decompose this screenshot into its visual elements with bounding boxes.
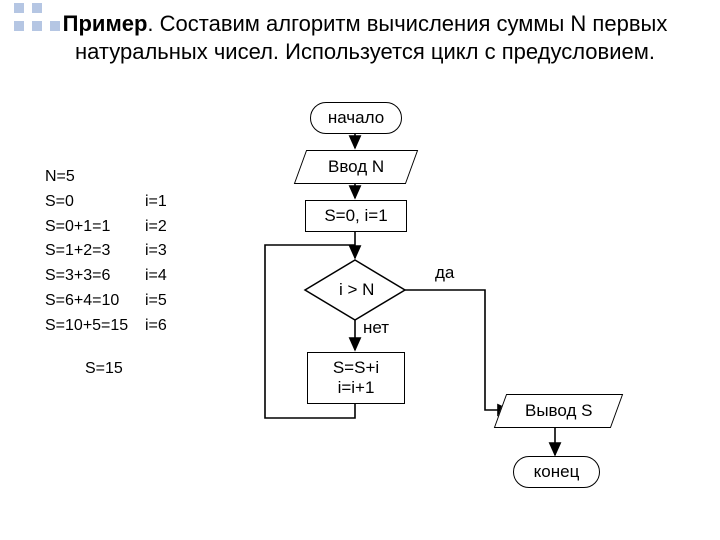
page-title: Пример. Составим алгоритм вычисления сум… (40, 10, 690, 65)
title-bold: Пример (63, 11, 148, 36)
flowchart: начало Ввод N S=0, i=1 i > N да нет S=S+… (245, 100, 685, 530)
flow-input: Ввод N (294, 150, 418, 184)
flow-body: S=S+i i=i+1 (307, 352, 405, 404)
trace-row: S=3+3=6i=4 (45, 264, 167, 289)
trace-row: S=0+1=1i=2 (45, 215, 167, 240)
trace-row: S=6+4=10i=5 (45, 289, 167, 314)
flow-init: S=0, i=1 (305, 200, 407, 232)
trace-row: S=10+5=15i=6 (45, 314, 167, 339)
deco-square (14, 21, 24, 31)
title-rest: . Составим алгоритм вычисления суммы N п… (75, 11, 667, 64)
flow-output: Вывод S (494, 394, 623, 428)
trace-result: S=15 (85, 357, 167, 382)
trace-table: N=5 S=0i=1 S=0+1=1i=2 S=1+2=3i=3 S=3+3=6… (45, 165, 167, 381)
trace-n: N=5 (45, 165, 167, 190)
trace-row: S=0i=1 (45, 190, 167, 215)
trace-row: S=1+2=3i=3 (45, 239, 167, 264)
deco-square (14, 3, 24, 13)
flow-yes-label: да (435, 263, 454, 283)
flow-condition: i > N (339, 280, 374, 300)
flow-start: начало (310, 102, 402, 134)
flow-end: конец (513, 456, 600, 488)
flow-no-label: нет (363, 318, 389, 338)
